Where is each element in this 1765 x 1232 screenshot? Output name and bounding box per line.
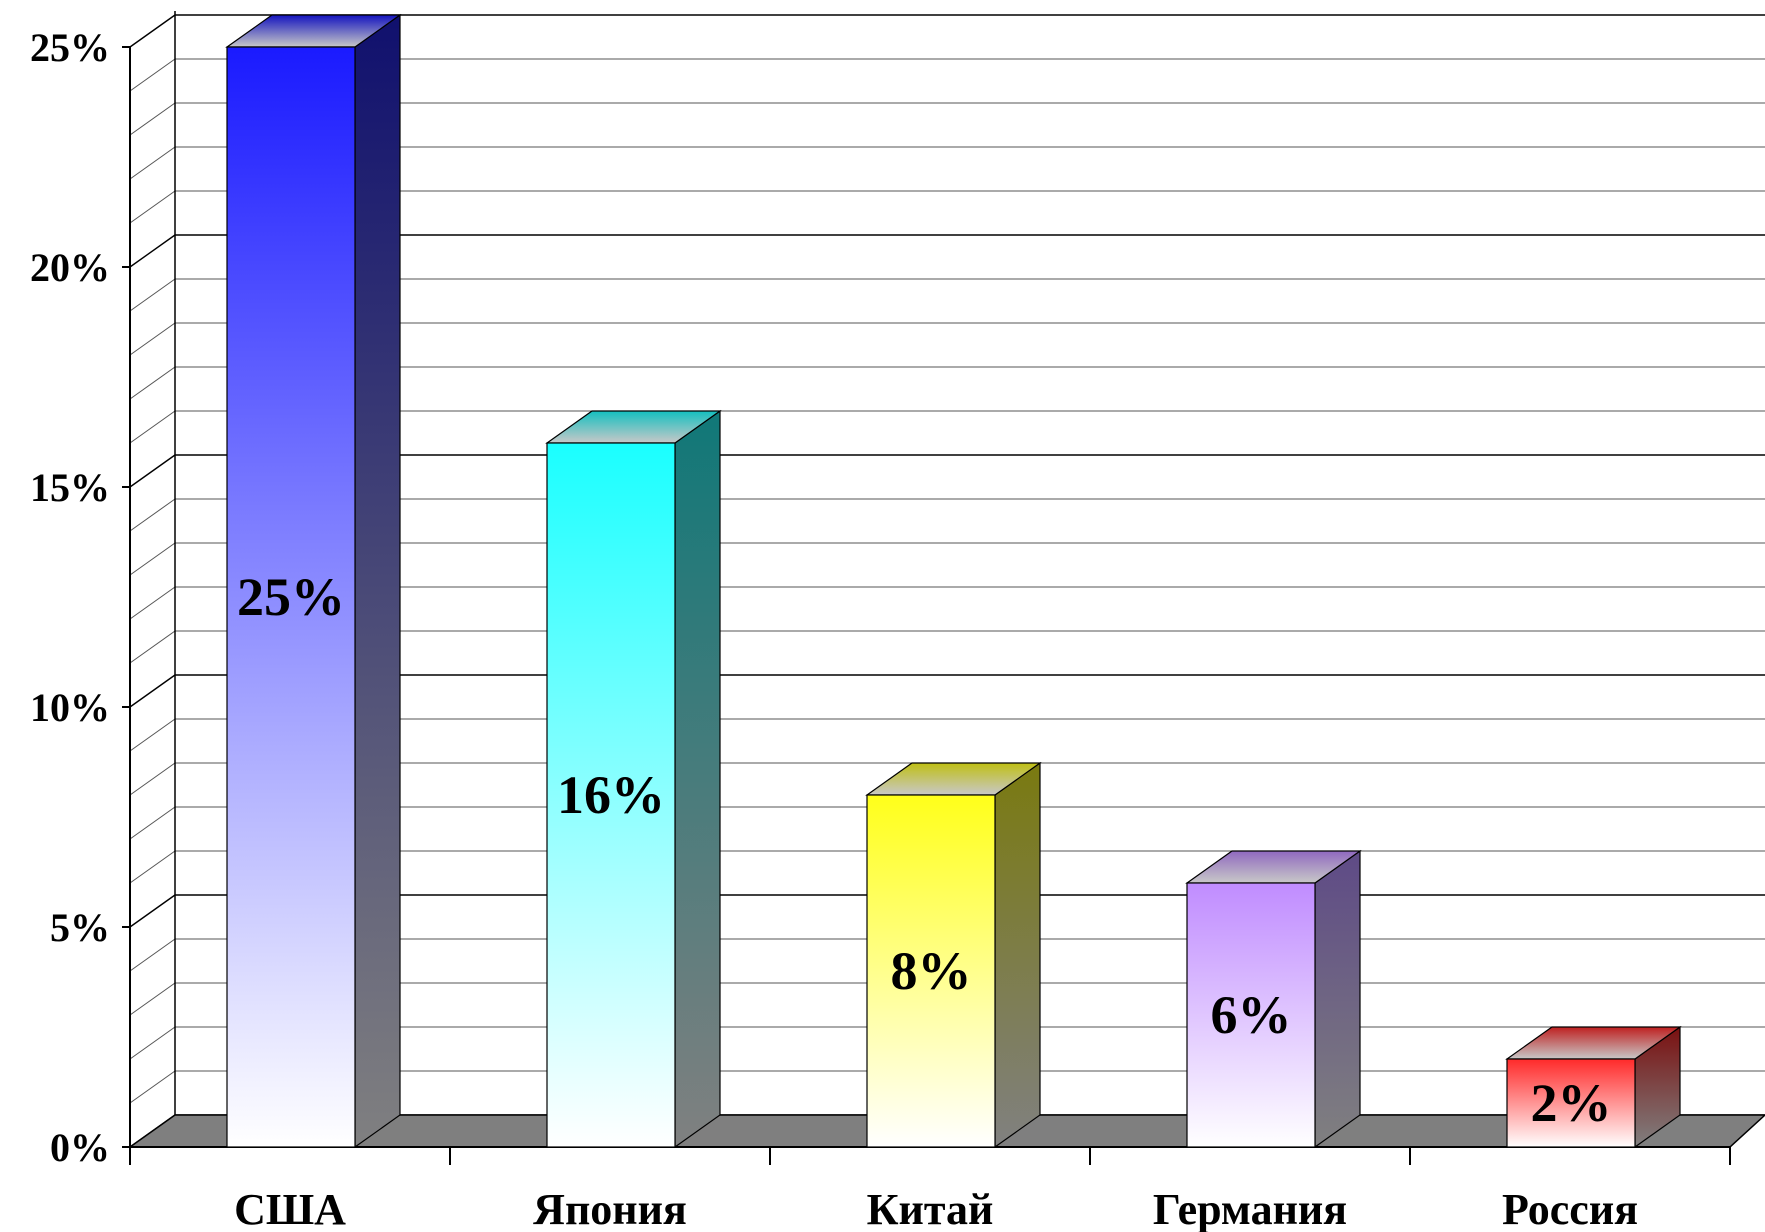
bar-side [354,13,401,1149]
bar-front [1506,1058,1636,1148]
side-wall-line [129,58,176,92]
side-wall-line [129,14,176,48]
bar-data-label: 2% [1531,1073,1612,1133]
side-wall-line [129,894,176,928]
category-label: США [234,1185,346,1232]
bar-front [1186,882,1316,1148]
side-wall-line [129,1026,176,1060]
y-tick-label: 20% [30,245,110,290]
category-label: Япония [533,1185,687,1232]
y-tick-label: 15% [30,465,110,510]
category-label: Китай [867,1185,994,1232]
bar-side [674,409,721,1149]
side-wall-line [129,982,176,1016]
bar-2 [545,409,722,1149]
bar-data-label: 16% [557,765,665,825]
side-wall-line [129,234,176,268]
bar-1 [225,13,402,1149]
y-tick-label: 0% [50,1125,110,1170]
side-wall-line [129,146,176,180]
bar-4 [1185,849,1362,1149]
side-wall-line [129,630,176,664]
side-wall-line [129,850,176,884]
side-wall-line [129,322,176,356]
bar-data-label: 8% [891,941,972,1001]
side-wall-line [129,102,176,136]
chart-bars [225,13,1682,1149]
category-label: Германия [1153,1185,1347,1232]
bar-side [994,761,1041,1149]
side-wall-line [129,278,176,312]
bar-3 [865,761,1042,1149]
bar-data-label: 25% [237,567,345,627]
side-wall-line [129,762,176,796]
side-wall-line [129,410,176,444]
side-wall-line [129,190,176,224]
side-wall-line [129,718,176,752]
side-wall-line [129,586,176,620]
bar-data-label: 6% [1211,985,1292,1045]
chart-labels: 25% США 16% Япония 8% Китай 6% Германия 2% Россия [234,567,1638,1232]
side-wall-line [129,1070,176,1104]
y-tick-label: 25% [30,25,110,70]
bar-side [1314,849,1361,1149]
bar-front [546,442,676,1148]
y-tick-label: 10% [30,685,110,730]
bar-front [226,46,356,1148]
category-label: Россия [1502,1185,1638,1232]
side-wall-line [129,498,176,532]
side-wall-line [129,454,176,488]
bar-5 [1505,1025,1682,1149]
side-wall-line [129,674,176,708]
y-tick-label: 5% [50,905,110,950]
side-wall-line [129,542,176,576]
bar-front [866,794,996,1148]
side-wall-line [129,938,176,972]
side-wall-line [129,806,176,840]
side-wall-line [129,366,176,400]
